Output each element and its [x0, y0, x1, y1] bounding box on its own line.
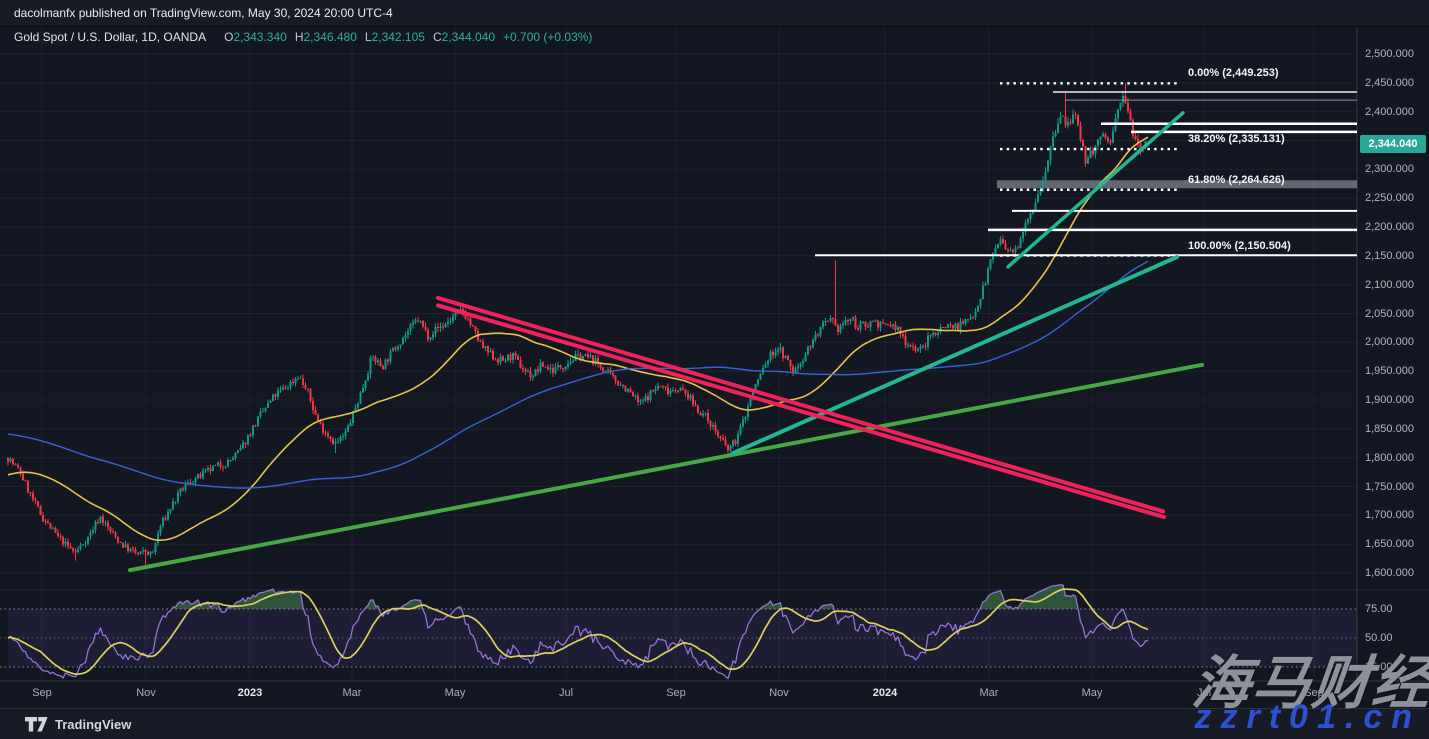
downtrend-pink-lower	[436, 303, 1166, 520]
high-value: 2,346.480	[303, 30, 357, 44]
time-tick-label: Sep	[1304, 687, 1324, 699]
time-tick-label: May	[444, 687, 466, 699]
rsi-ma-line	[7, 588, 1149, 676]
time-tick-label: 2024	[872, 687, 898, 699]
time-tick-label: Jul	[1196, 687, 1212, 699]
fib-level-label: 0.00% (2,449.253)	[1188, 67, 1279, 80]
rsi-pane[interactable]	[0, 584, 1357, 680]
low-value: 2,342.105	[371, 30, 425, 44]
fib-band[interactable]	[997, 180, 1357, 189]
sma-slow-blue	[7, 260, 1149, 489]
last-price-badge: 2,344.040	[1360, 134, 1426, 153]
symbol-title[interactable]: Gold Spot / U.S. Dollar, 1D, OANDA	[14, 30, 207, 44]
time-tick-label: Sep	[666, 687, 686, 699]
change-value: +0.700 (+0.03%)	[503, 30, 593, 44]
time-tick-label: Mar	[979, 687, 999, 699]
open-value: 2,343.340	[233, 30, 287, 44]
close-label: C	[432, 30, 442, 44]
low-label: L	[364, 30, 372, 44]
close-value: 2,344.040	[441, 30, 496, 44]
moving-averages	[7, 136, 1149, 542]
fib-level-label: 100.00% (2,150.504)	[1188, 239, 1291, 252]
sma-fast-yellow	[7, 136, 1149, 542]
trendlines[interactable]	[128, 111, 1204, 573]
symbol-legend[interactable]: Gold Spot / U.S. Dollar, 1D, OANDA O 2,34…	[14, 30, 592, 44]
rsi-line	[7, 584, 1149, 680]
publish-info-text: dacolmanfx published on TradingView.com,…	[14, 6, 393, 20]
publish-info-bar: dacolmanfx published on TradingView.com,…	[0, 0, 1429, 27]
candlestick-series[interactable]	[7, 82, 1149, 565]
fib-level-label: 38.20% (2,335.131)	[1188, 133, 1285, 146]
footer-bar: TradingView	[0, 708, 1429, 739]
time-tick-label: Nov	[769, 687, 789, 699]
time-tick-label: May	[1081, 687, 1103, 699]
high-label: H	[294, 30, 304, 44]
uptrend-teal-steep	[1006, 111, 1185, 269]
time-tick-label: 2023	[237, 687, 263, 699]
support-green	[128, 362, 1204, 573]
time-tick-label: Jul	[558, 687, 574, 699]
time-tick-label: Sep	[32, 687, 52, 699]
time-tick-label: Nov	[136, 687, 156, 699]
uptrend-teal-long	[731, 254, 1179, 456]
pane-frames	[0, 27, 1429, 682]
open-label: O	[224, 30, 234, 44]
time-tick-label: Mar	[342, 687, 362, 699]
tradingview-logo-icon[interactable]	[25, 717, 48, 732]
gridlines	[0, 27, 1357, 681]
tradingview-brand-text[interactable]: TradingView	[55, 717, 132, 732]
fib-level-label: 61.80% (2,264.626)	[1188, 173, 1285, 186]
downtrend-pink-upper	[436, 295, 1165, 514]
